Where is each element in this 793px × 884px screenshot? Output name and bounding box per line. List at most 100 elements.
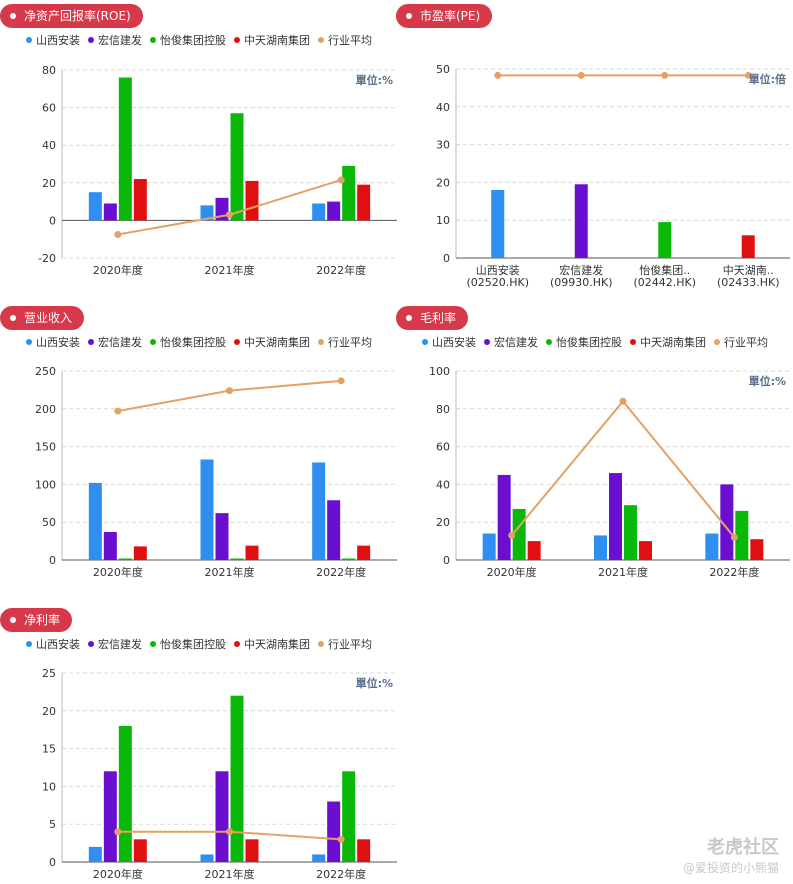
bar <box>245 839 259 862</box>
line-point <box>114 407 122 415</box>
bar <box>200 854 214 862</box>
legend-net: 山西安装 宏信建发 怡俊集团控股 中天湖南集团 行业平均 <box>26 636 380 652</box>
legend-item[interactable]: 山西安装 <box>26 636 80 652</box>
legend-marker-icon <box>546 339 552 345</box>
series-line-industry-average <box>117 379 342 413</box>
bar <box>327 801 341 862</box>
bar <box>133 839 147 862</box>
legend-label: 行业平均 <box>328 638 372 651</box>
bar <box>750 539 764 560</box>
y-tick-label: 20 <box>42 705 56 718</box>
legend-item[interactable]: 山西安装 <box>26 334 80 350</box>
legend-item[interactable]: 中天湖南集团 <box>234 334 310 350</box>
legend-item[interactable]: 行业平均 <box>318 334 372 350</box>
legend-item[interactable]: 中天湖南集团 <box>234 636 310 652</box>
bar <box>491 189 505 258</box>
legend-item[interactable]: 山西安装 <box>422 334 476 350</box>
legend-marker-icon <box>150 641 156 647</box>
bar <box>342 165 356 221</box>
y-tick-label: 250 <box>35 365 56 378</box>
bar <box>639 541 652 560</box>
legend-item[interactable]: 宏信建发 <box>88 32 142 48</box>
chart-panel-gross: 毛利率 山西安装 宏信建发 怡俊集团控股 中天湖南集团 行业平均 0 20 40 60 80 10… <box>396 302 793 600</box>
x-tick-label: 宏信建发(09930.HK) <box>550 263 613 289</box>
series-line-industry-average <box>117 179 342 236</box>
legend-item[interactable]: 宏信建发 <box>484 334 538 350</box>
legend-marker-icon <box>484 339 490 345</box>
legend-item[interactable]: 怡俊集团控股 <box>150 334 226 350</box>
legend-item[interactable]: 怡俊集团控股 <box>150 636 226 652</box>
y-tick-label: 150 <box>35 441 56 454</box>
bar <box>230 695 244 862</box>
bar <box>574 184 588 258</box>
y-tick-label: 100 <box>429 365 450 378</box>
x-tick-label: 2020年度 <box>93 263 143 277</box>
legend-gross: 山西安装 宏信建发 怡俊集团控股 中天湖南集团 行业平均 <box>422 334 776 350</box>
bar <box>720 484 734 560</box>
y-tick-label: 15 <box>42 743 56 756</box>
legend-item[interactable]: 山西安装 <box>26 32 80 48</box>
legend-marker-icon <box>234 339 240 345</box>
chart-title-net: 净利率 <box>0 608 73 632</box>
bar <box>741 235 755 258</box>
bar <box>200 459 214 560</box>
legend-item[interactable]: 怡俊集团控股 <box>546 334 622 350</box>
y-tick-label: 10 <box>42 780 56 793</box>
legend-label: 中天湖南集团 <box>640 336 706 349</box>
legend-item[interactable]: 行业平均 <box>318 636 372 652</box>
legend-marker-icon <box>26 37 32 43</box>
legend-label: 山西安装 <box>36 336 80 349</box>
bar <box>133 546 147 560</box>
legend-item[interactable]: 行业平均 <box>714 334 768 350</box>
unit-label: 單位:% <box>749 374 786 388</box>
bar <box>327 201 341 221</box>
legend-label: 行业平均 <box>328 336 372 349</box>
bar <box>312 462 326 560</box>
legend-marker-icon <box>26 339 32 345</box>
legend-label: 山西安装 <box>36 638 80 651</box>
y-tick-label: 10 <box>436 214 450 227</box>
legend-item[interactable]: 中天湖南集团 <box>630 334 706 350</box>
watermark: 老虎社区 @爱投资的小熊猫 <box>683 833 779 876</box>
legend-marker-icon <box>234 37 240 43</box>
bar <box>342 771 356 862</box>
x-tick-label: 2021年度 <box>205 867 255 881</box>
legend-label: 中天湖南集团 <box>244 34 310 47</box>
y-tick-label: 20 <box>436 176 450 189</box>
y-tick-label: 40 <box>436 478 450 491</box>
bar <box>624 505 637 560</box>
y-tick-label: 200 <box>35 403 56 416</box>
chart-title-revenue: 营业收入 <box>0 306 85 330</box>
legend-item[interactable]: 怡俊集团控股 <box>150 32 226 48</box>
bar <box>357 839 371 862</box>
x-tick-label: 2020年度 <box>93 565 143 579</box>
bar <box>88 192 102 221</box>
bar <box>735 510 749 560</box>
legend-item[interactable]: 宏信建发 <box>88 334 142 350</box>
legend-item[interactable]: 宏信建发 <box>88 636 142 652</box>
unit-label: 單位:倍 <box>749 72 786 86</box>
line-point <box>226 828 233 836</box>
bar <box>200 205 214 221</box>
x-tick-label: 2022年度 <box>316 263 366 277</box>
chart-pe: 0 10 20 30 40 50 山西安装(02520.HK) 宏信建发(09930.HK) 怡… <box>436 63 790 289</box>
y-tick-label: 20 <box>42 177 56 190</box>
legend-item[interactable]: 中天湖南集团 <box>234 32 310 48</box>
legend-marker-icon <box>88 37 94 43</box>
legend-label: 山西安装 <box>36 34 80 47</box>
bar <box>705 533 719 560</box>
legend-item[interactable]: 行业平均 <box>318 32 372 48</box>
bar <box>118 725 132 862</box>
bar <box>594 535 607 560</box>
line-point <box>744 71 752 79</box>
legend-marker-icon <box>150 339 156 345</box>
y-tick-label: 60 <box>436 441 450 454</box>
x-tick-label: 2022年度 <box>316 867 366 881</box>
bar <box>215 771 229 862</box>
series-line-industry-average <box>510 399 736 538</box>
y-tick-label: 30 <box>436 139 450 152</box>
legend-marker-icon <box>88 339 94 345</box>
line-point <box>494 71 502 79</box>
bar <box>245 180 259 221</box>
chart-roe: -20 0 20 40 60 80 2020年度 2021年度 2022年度 單位:% <box>38 64 397 277</box>
